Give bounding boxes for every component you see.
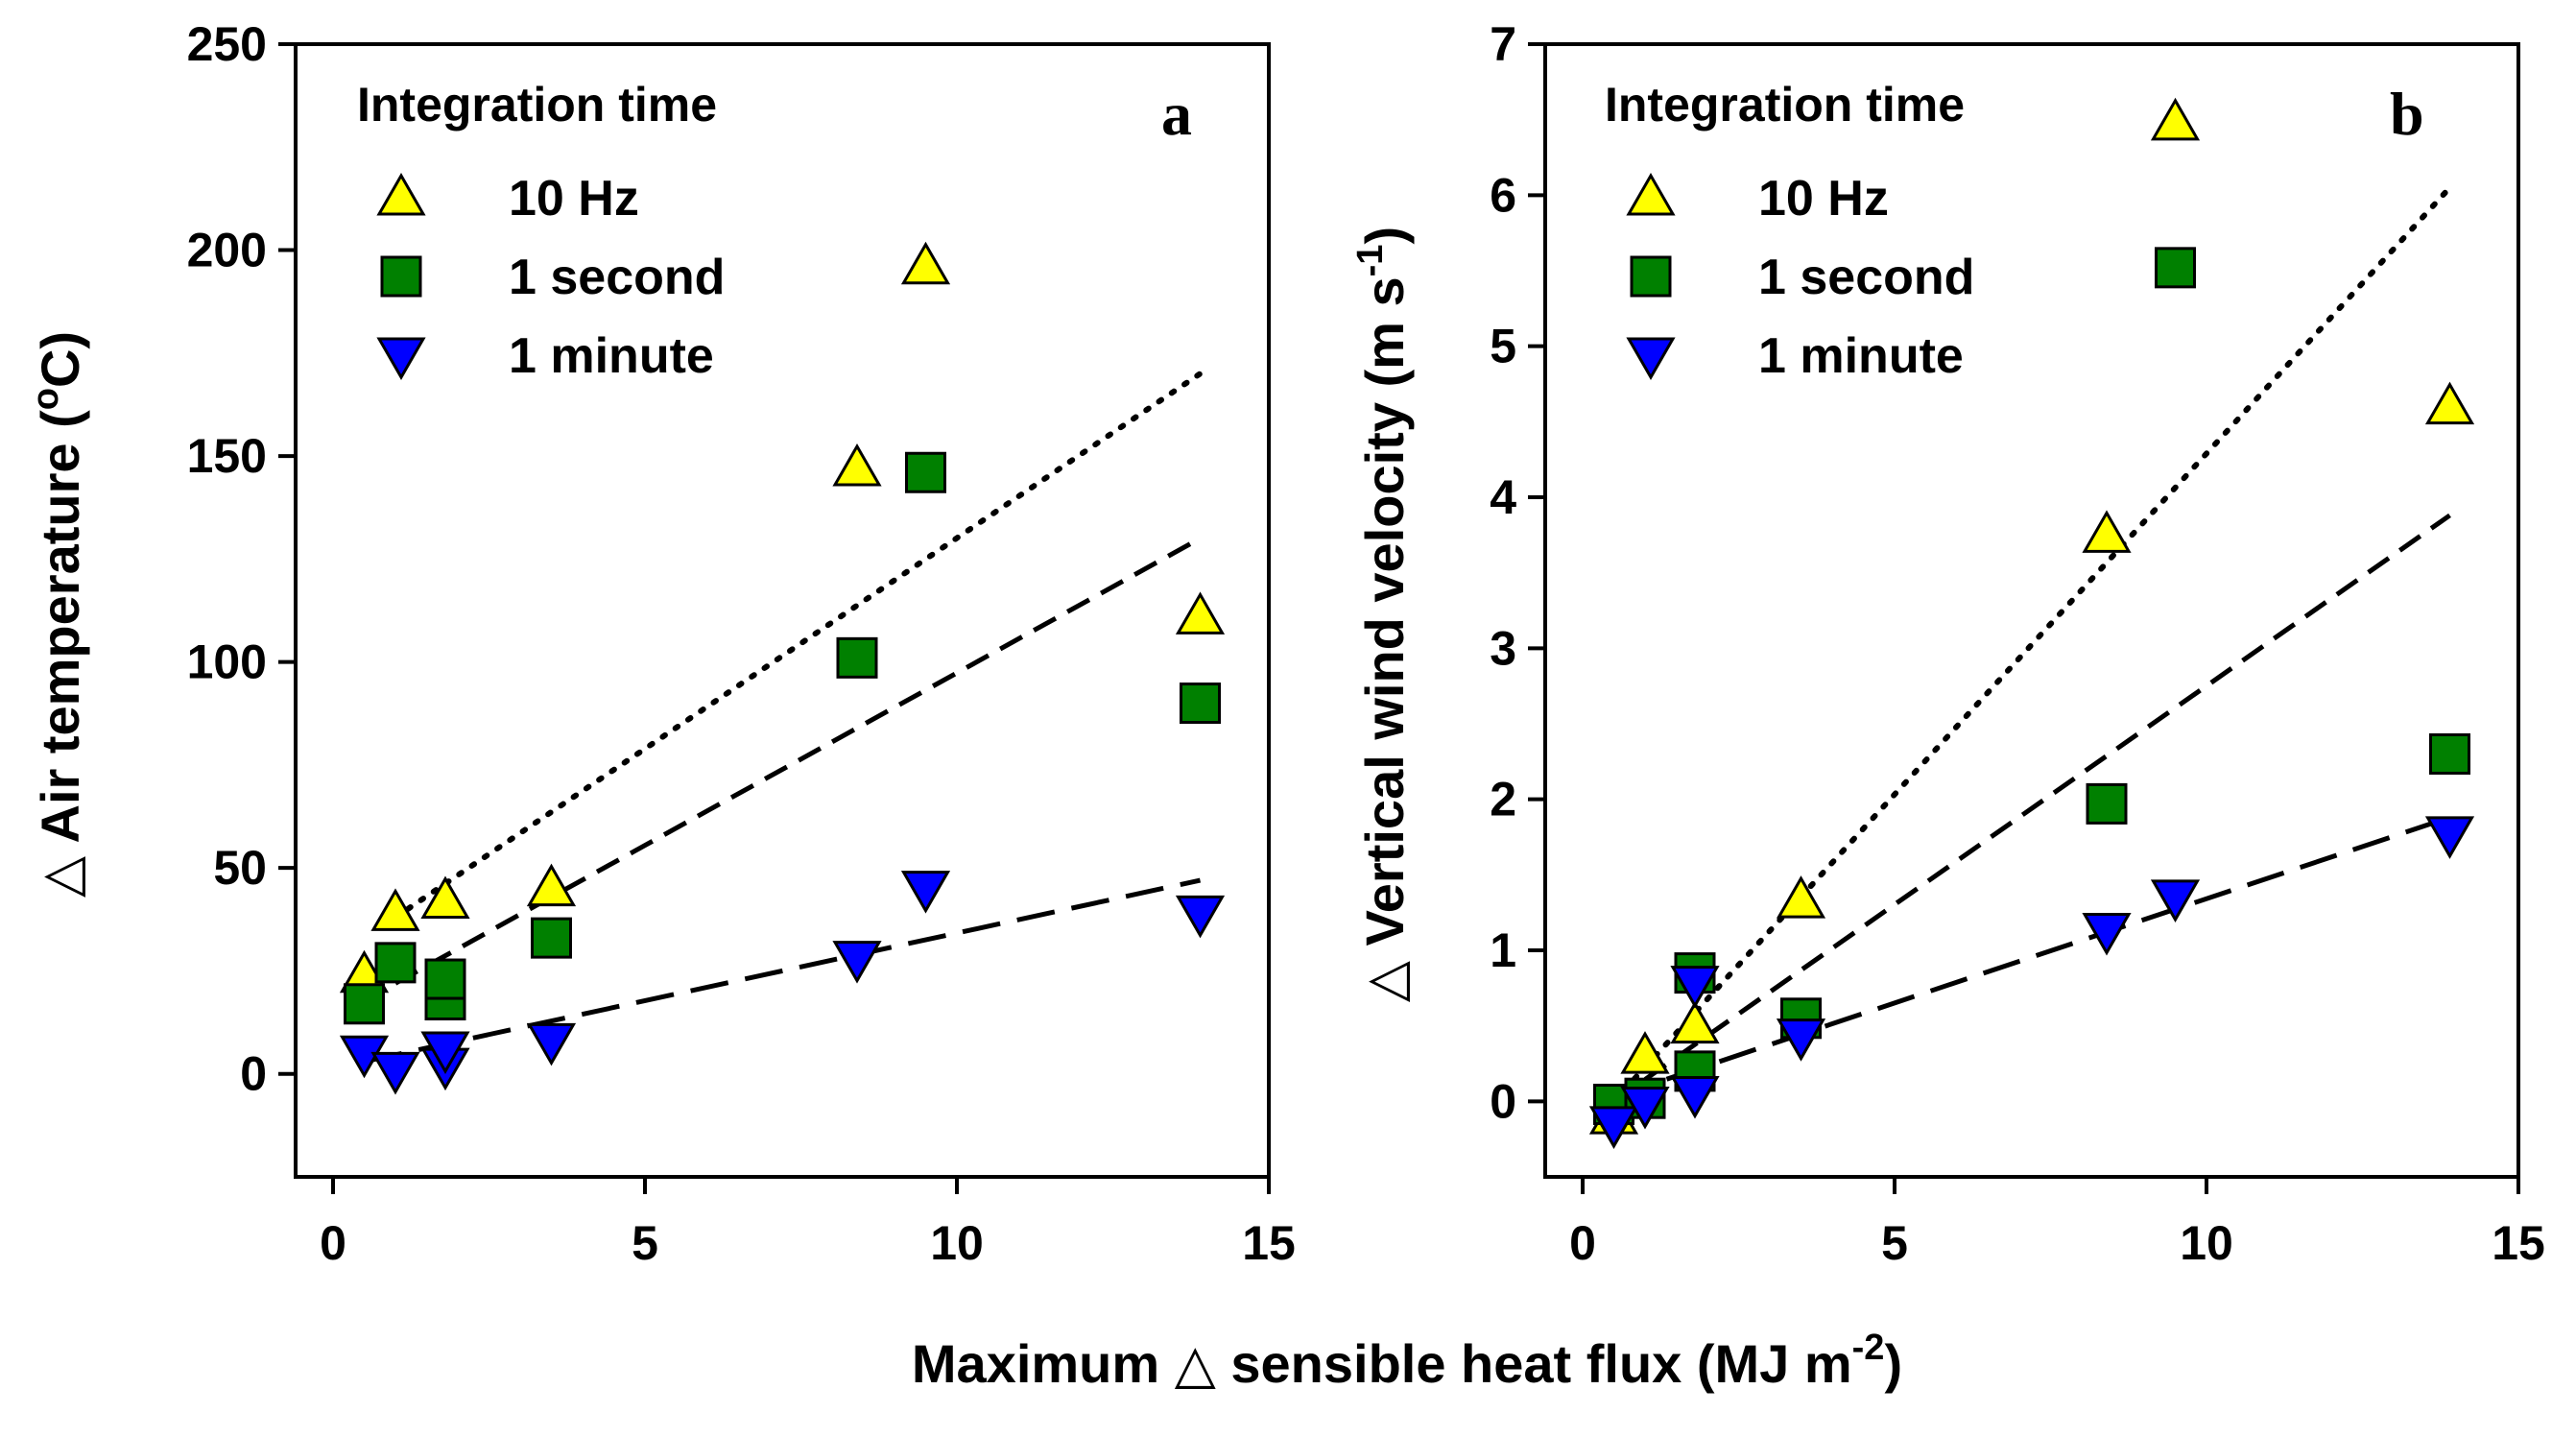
legend-marker bbox=[1626, 337, 1676, 381]
y-tick-label: 250 bbox=[187, 17, 267, 71]
legend-label: 10 Hz bbox=[509, 171, 639, 227]
legend-marker bbox=[1626, 172, 1676, 216]
panel-b-plot-frame bbox=[1543, 42, 2520, 1179]
panel-b-fit-lines bbox=[1610, 184, 2453, 1105]
y-tick-label: 200 bbox=[187, 224, 267, 277]
panel-b-y-axis-title: △ Vertical wind velocity (m s-1) bbox=[1350, 227, 1415, 1002]
y-tick-label: 0 bbox=[240, 1047, 267, 1101]
data-point bbox=[420, 875, 470, 920]
data-point bbox=[526, 1022, 577, 1066]
data-point bbox=[1776, 1018, 1826, 1062]
data-point bbox=[2429, 732, 2470, 775]
panel-b-y-axis: 0 1 2 3 4 5 6 7 bbox=[1490, 17, 1545, 1128]
x-tick-label: 10 bbox=[2180, 1216, 2233, 1270]
data-point bbox=[1175, 895, 1226, 939]
data-point bbox=[1670, 1000, 1720, 1044]
y-tick-label: 100 bbox=[187, 635, 267, 689]
data-point bbox=[2424, 816, 2475, 859]
data-point bbox=[1620, 1031, 1670, 1074]
legend-label: 1 second bbox=[1758, 250, 1974, 305]
panel-a-plot-frame bbox=[294, 42, 1271, 1179]
panel-a-chart: 0 50 100 150 200 250 0 5 10 15 a Integration tim… bbox=[26, 17, 1296, 1270]
panel-b-x-axis: 0 5 10 15 bbox=[1569, 1177, 2545, 1270]
data-point bbox=[531, 917, 572, 959]
y-tick-label: 0 bbox=[1490, 1074, 1516, 1128]
y-tick-label: 2 bbox=[1490, 773, 1516, 826]
x-tick-label: 5 bbox=[1881, 1216, 1908, 1270]
x-tick-label: 15 bbox=[2492, 1216, 2545, 1270]
x-tick-label: 0 bbox=[320, 1216, 346, 1270]
data-point bbox=[1670, 966, 1720, 1009]
y-tick-label: 7 bbox=[1490, 17, 1516, 71]
legend-label: 1 minute bbox=[1758, 328, 1964, 384]
fit-line bbox=[394, 536, 1202, 986]
data-point bbox=[2086, 782, 2128, 825]
x-tick-label: 5 bbox=[632, 1216, 658, 1270]
y-tick-label: 50 bbox=[213, 841, 267, 895]
data-point bbox=[370, 888, 420, 931]
data-point bbox=[2082, 913, 2132, 956]
legend-marker bbox=[376, 337, 426, 381]
legend-marker bbox=[1630, 255, 1672, 298]
fit-line bbox=[1610, 184, 2453, 1105]
data-point bbox=[2150, 97, 2201, 141]
x-tick-label: 0 bbox=[1569, 1216, 1596, 1270]
data-point bbox=[1588, 1106, 1639, 1149]
shared-x-axis-title: Maximum △ sensible heat flux (MJ m-2) bbox=[912, 1328, 1902, 1394]
data-point bbox=[344, 983, 385, 1025]
y-tick-label: 5 bbox=[1490, 320, 1516, 373]
data-point bbox=[526, 863, 577, 907]
panel-a-fit-lines bbox=[363, 371, 1204, 1065]
legend-title: Integration time bbox=[1605, 78, 1965, 132]
data-point bbox=[2150, 879, 2201, 922]
panel-a-y-axis-title: △ Air temperature (oC) bbox=[26, 331, 90, 898]
y-tick-label: 4 bbox=[1490, 470, 1516, 524]
data-point bbox=[2082, 510, 2132, 553]
fit-line bbox=[1612, 513, 2451, 1104]
panel-b-letter: b bbox=[2390, 80, 2424, 148]
x-tick-label: 15 bbox=[1242, 1216, 1296, 1270]
legend-marker bbox=[380, 255, 422, 298]
fit-line bbox=[363, 877, 1202, 1065]
legend-title: Integration time bbox=[357, 78, 717, 132]
legend-label: 1 minute bbox=[509, 328, 714, 384]
data-point bbox=[2424, 381, 2475, 425]
data-point bbox=[836, 636, 878, 679]
x-tick-label: 10 bbox=[930, 1216, 984, 1270]
data-point bbox=[1776, 875, 1826, 919]
data-point bbox=[832, 941, 882, 984]
data-point bbox=[905, 451, 946, 493]
y-tick-label: 150 bbox=[187, 429, 267, 483]
data-point bbox=[1620, 1086, 1670, 1130]
y-tick-label: 6 bbox=[1490, 168, 1516, 222]
panel-b-chart: 0 1 2 3 4 5 6 7 0 5 10 15 b Integration time 10 Hz… bbox=[1350, 17, 2545, 1270]
panel-a-legend: Integration time 10 Hz 1 second 1 minute bbox=[357, 78, 725, 384]
data-point bbox=[900, 241, 951, 285]
panel-a-y-axis: 0 50 100 150 200 250 bbox=[187, 17, 296, 1101]
y-tick-label: 1 bbox=[1490, 923, 1516, 977]
panel-a-letter: a bbox=[1161, 80, 1192, 148]
panel-b-data-points bbox=[1588, 97, 2475, 1149]
panel-a-data-points bbox=[339, 241, 1226, 1095]
panel-b-legend: Integration time 10 Hz 1 second 1 minute bbox=[1605, 78, 1974, 384]
y-tick-label: 3 bbox=[1490, 621, 1516, 675]
fit-line bbox=[1612, 815, 2451, 1099]
data-point bbox=[1670, 1075, 1720, 1119]
legend-label: 1 second bbox=[509, 250, 725, 305]
panel-a-x-axis: 0 5 10 15 bbox=[320, 1177, 1296, 1270]
data-point bbox=[424, 958, 466, 1000]
legend-marker bbox=[376, 172, 426, 216]
data-point bbox=[832, 443, 882, 487]
data-point bbox=[2155, 247, 2196, 289]
data-point bbox=[900, 871, 951, 914]
fit-line bbox=[393, 371, 1204, 921]
data-point bbox=[374, 942, 417, 984]
data-point bbox=[1175, 591, 1226, 635]
data-point bbox=[370, 1051, 420, 1095]
data-point bbox=[420, 1031, 470, 1074]
data-point bbox=[1180, 683, 1221, 725]
legend-label: 10 Hz bbox=[1758, 171, 1889, 227]
